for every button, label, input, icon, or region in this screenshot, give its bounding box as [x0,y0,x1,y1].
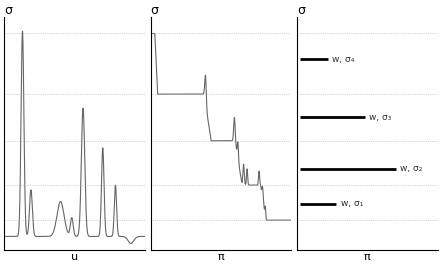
X-axis label: π: π [218,252,224,262]
Text: w, σ₄: w, σ₄ [332,55,354,64]
X-axis label: u: u [71,252,78,262]
Text: w, σ₂: w, σ₂ [400,164,422,173]
Text: w, σ₁: w, σ₁ [341,199,363,208]
Text: σ: σ [4,4,12,17]
X-axis label: π: π [364,252,371,262]
Text: σ: σ [297,4,305,17]
Text: w, σ₃: w, σ₃ [369,113,391,122]
Text: σ: σ [151,4,159,17]
